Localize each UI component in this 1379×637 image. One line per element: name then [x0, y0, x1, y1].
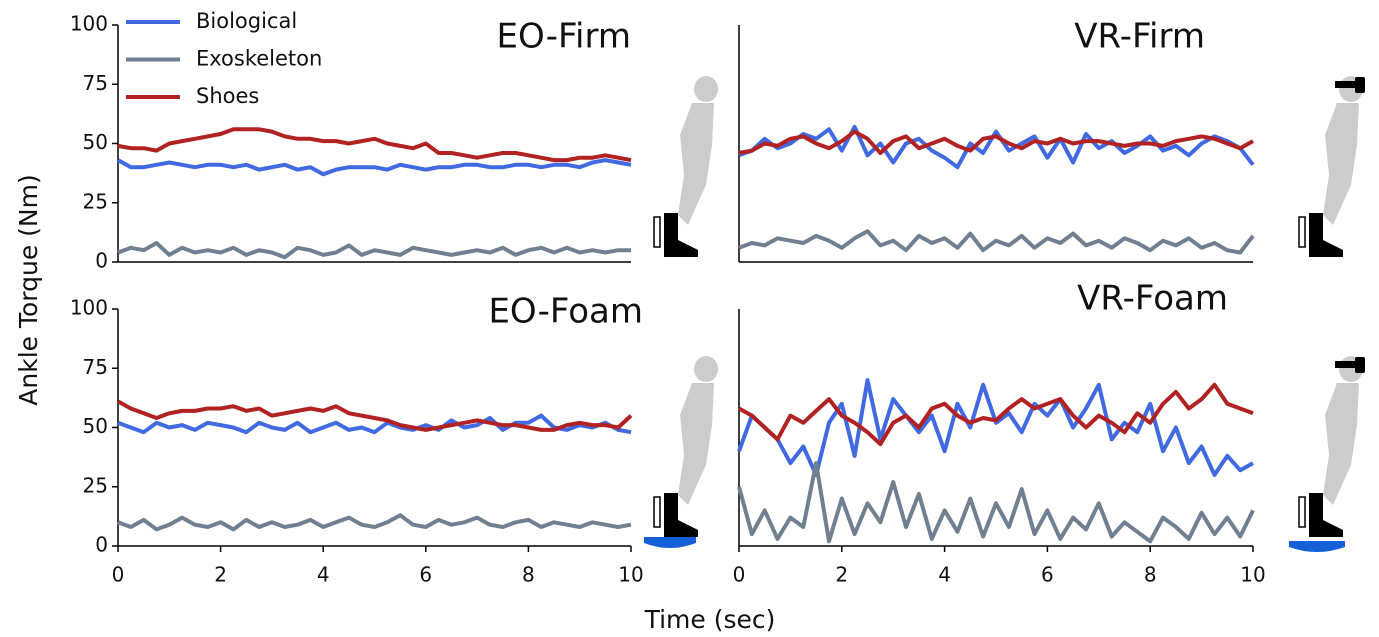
series-line: [737, 461, 1255, 544]
legend-label: Biological: [196, 9, 297, 33]
y-tick-label: 50: [83, 414, 108, 438]
x-tick-label: 0: [733, 563, 746, 587]
y-tick-label: 75: [83, 71, 108, 95]
legend-label: Shoes: [196, 84, 259, 108]
series-line: [117, 513, 632, 532]
legend-label: Exoskeleton: [196, 47, 322, 71]
y-axis-label: Ankle Torque (Nm): [14, 174, 43, 405]
series-line: [738, 124, 1255, 170]
series-line: [117, 413, 632, 435]
icon-eo-foam: [644, 356, 718, 548]
x-tick-label: 0: [112, 563, 125, 587]
panel-title: EO-Foam: [488, 292, 643, 332]
y-tick-label: 0: [95, 249, 108, 273]
x-tick-label: 6: [1041, 563, 1054, 587]
series-line: [738, 382, 1254, 447]
series-line: [117, 127, 632, 163]
series-line: [117, 241, 631, 260]
y-tick-label: 25: [83, 189, 108, 213]
x-tick-label: 8: [522, 563, 535, 587]
y-tick-label: 100: [70, 12, 108, 36]
y-tick-label: 100: [70, 296, 108, 320]
series-line: [737, 378, 1254, 477]
icon-vr-foam: [1289, 356, 1365, 552]
x-tick-label: 4: [938, 563, 951, 587]
x-tick-label: 2: [835, 563, 848, 587]
x-tick-label: 2: [214, 563, 227, 587]
y-tick-label: 25: [83, 473, 108, 497]
series-line: [117, 158, 632, 177]
y-tick-label: 0: [95, 533, 108, 557]
x-tick-label: 4: [317, 563, 330, 587]
panel-title: VR-Foam: [1077, 279, 1228, 319]
x-axis-label: Time (sec): [644, 605, 776, 634]
icon-vr-firm: [1298, 76, 1365, 257]
series-line: [738, 229, 1255, 255]
y-tick-label: 75: [83, 355, 108, 379]
panel-title: VR-Firm: [1074, 17, 1205, 57]
icon-eo-firm: [653, 76, 718, 257]
x-tick-label: 10: [1240, 563, 1265, 587]
x-tick-label: 10: [618, 563, 643, 587]
x-tick-label: 6: [419, 563, 432, 587]
panel-title: EO-Firm: [497, 17, 632, 57]
series-line: [117, 399, 633, 432]
x-tick-label: 8: [1144, 563, 1157, 587]
y-tick-label: 50: [83, 130, 108, 154]
series-line: [738, 129, 1254, 155]
